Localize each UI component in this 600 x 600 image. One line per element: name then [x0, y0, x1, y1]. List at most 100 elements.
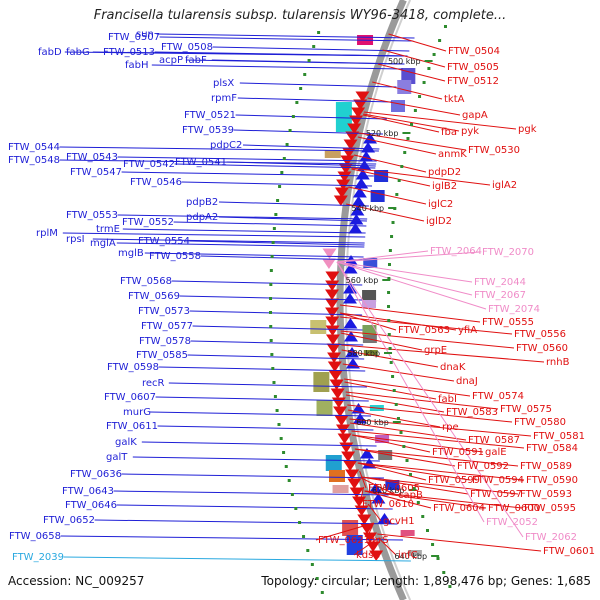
gene-label-right: FTW_0605 — [368, 483, 420, 494]
minor-tick — [443, 25, 447, 28]
gene-label-right: gcvH1 — [383, 516, 415, 527]
minor-tick — [431, 543, 435, 546]
gene-label-left: pdpC2 — [210, 140, 242, 151]
gene-label-left: FTW_0573 — [138, 306, 190, 317]
gene-label-right: FTW_0575 — [500, 404, 552, 415]
leader-line — [336, 261, 487, 310]
leader-line — [377, 63, 446, 82]
leader-line — [155, 396, 369, 402]
leader-line — [336, 261, 485, 523]
leader-line — [360, 476, 469, 495]
leader-line — [340, 312, 457, 331]
gene-label-right: FTW_0599 — [428, 475, 480, 486]
leader-line — [233, 129, 383, 135]
reverse-gene-arrow — [351, 196, 366, 207]
leader-line — [357, 136, 437, 155]
gene-label-left: FTW_0578 — [139, 336, 191, 347]
leader-line — [242, 144, 380, 150]
minor-tick — [317, 31, 321, 34]
gene-label-left: fabD — [38, 47, 62, 58]
feature-block-inner — [362, 300, 376, 308]
minor-tick — [270, 255, 274, 258]
leader-line — [218, 201, 369, 207]
leader-line — [117, 214, 368, 220]
minor-tick — [299, 87, 303, 90]
minor-tick — [277, 423, 281, 426]
gene-label-right: iglC2 — [428, 199, 453, 210]
leader-line — [359, 486, 365, 505]
forward-gene-arrow — [333, 195, 348, 206]
forward-gene-arrow — [330, 388, 345, 399]
minor-tick — [298, 521, 302, 524]
gene-label-right: FTW_0621 — [318, 535, 370, 546]
feature-block-outer — [346, 535, 363, 555]
gene-label-left: FTW_0543 — [66, 152, 118, 163]
gene-label-right: FTW_0594 — [472, 475, 524, 486]
leader-line — [354, 448, 456, 467]
scale-tick-label: 500 kbp — [388, 57, 421, 66]
forward-gene-arrow — [325, 289, 340, 300]
leader-line — [158, 366, 366, 372]
reverse-gene-arrow — [344, 331, 359, 342]
gene-label-right: FTW_0592 — [457, 461, 509, 472]
leader-line — [367, 97, 461, 116]
feature-block-inner — [363, 258, 378, 268]
forward-gene-arrow — [351, 107, 366, 118]
feature-block-outer — [316, 400, 333, 416]
minor-tick — [307, 59, 311, 62]
leader-line — [363, 113, 460, 132]
forward-gene-arrow — [357, 514, 372, 525]
forward-gene-arrow — [325, 307, 340, 318]
reverse-gene-arrow — [343, 293, 357, 304]
leader-line — [94, 519, 398, 525]
gene-label-right: anmK — [438, 149, 467, 160]
forward-gene-arrow — [353, 99, 368, 110]
minor-tick — [276, 199, 280, 202]
reverse-gene-arrow — [353, 413, 368, 424]
gene-label-left: trmE — [96, 224, 120, 235]
forward-gene-arrow — [343, 139, 358, 150]
gene-label-right: FTW_0563 — [398, 325, 450, 336]
gene-label-left: FTW_0585 — [136, 350, 188, 361]
gene-label-left: FTW_0652 — [43, 515, 95, 526]
gene-label-left: rpsI — [66, 234, 85, 245]
leader-line — [348, 186, 427, 205]
minor-tick — [269, 269, 273, 272]
leader-line — [336, 250, 429, 263]
gene-label-left: sun — [136, 29, 154, 40]
gene-label-left: mglA — [90, 238, 116, 249]
minor-tick — [290, 493, 294, 496]
gene-label-right: FTW_0580 — [514, 417, 566, 428]
leader-line — [382, 49, 446, 68]
gene-label-right: FTW_0560 — [516, 343, 568, 354]
leader-line — [357, 462, 525, 481]
minor-tick — [269, 339, 273, 342]
gene-label-left: FTW_0611 — [106, 421, 158, 432]
gene-label-left: FTW_0546 — [130, 177, 182, 188]
leader-line — [113, 490, 389, 496]
leader-line — [364, 490, 523, 509]
feature-block-inner — [397, 80, 412, 94]
forward-gene-arrow — [337, 171, 352, 182]
gene-label-left: FTW_0568 — [120, 276, 172, 287]
minor-tick — [271, 367, 275, 370]
gene-label-right: gapA — [462, 110, 488, 121]
feature-block-outer — [313, 372, 330, 392]
minor-tick — [438, 39, 442, 42]
minor-tick — [427, 67, 431, 70]
forward-gene-arrow — [352, 496, 367, 507]
leader-line — [121, 171, 374, 177]
gene-label-left: rpmF — [211, 93, 237, 104]
forward-gene-arrow — [336, 179, 351, 190]
feature-block-inner — [391, 100, 406, 112]
gene-label-pink: FTW_2062 — [525, 532, 577, 543]
gene-label-left: galT — [106, 452, 128, 463]
minor-tick — [282, 157, 286, 160]
minor-tick — [295, 101, 299, 104]
minor-tick — [448, 585, 452, 588]
leader-line — [190, 340, 364, 346]
leader-line — [189, 310, 363, 316]
gene-label-right: FTW_0593 — [520, 489, 572, 500]
gene-label-right: FTW_0604 — [433, 503, 485, 514]
